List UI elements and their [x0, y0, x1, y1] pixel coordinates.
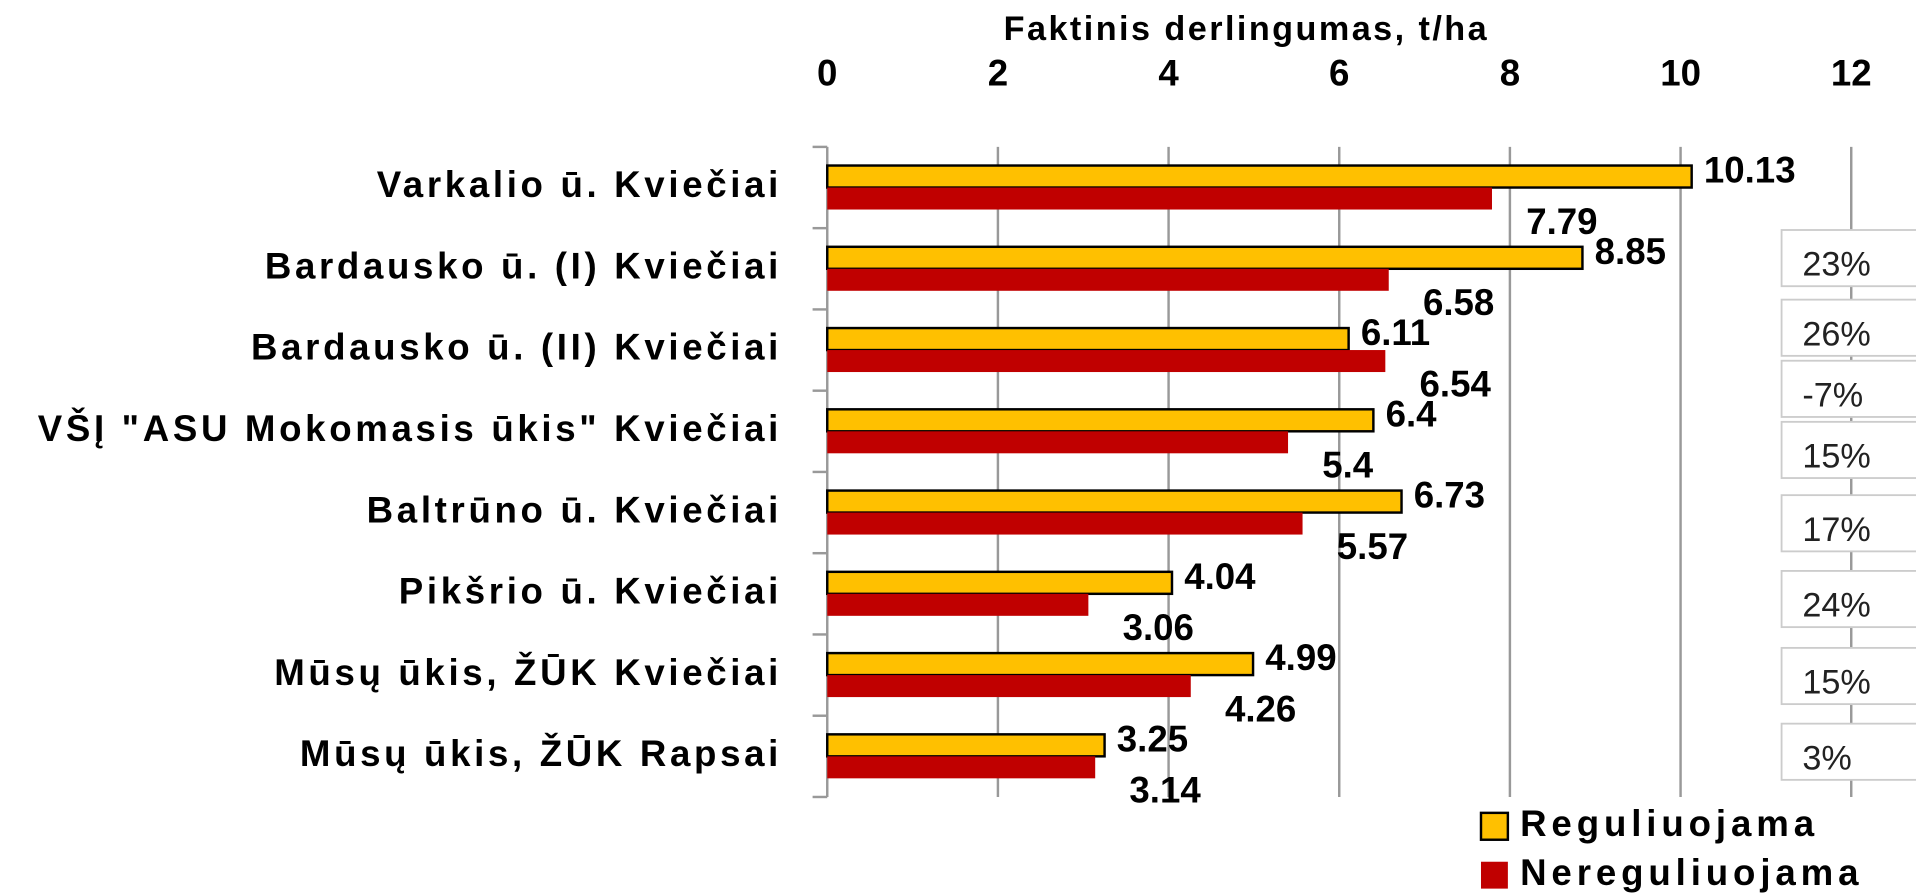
legend-label: Nereguliuojama [1520, 852, 1863, 893]
value-label: 6.54 [1420, 363, 1492, 404]
annotation: 24% [1802, 587, 1870, 625]
legend-swatch [1480, 861, 1508, 889]
annotation-box [1780, 722, 1916, 781]
annotation-box [1780, 420, 1916, 479]
y-tick-label: Mūsų ūkis, ŽŪK Rapsai [300, 732, 782, 774]
bar [826, 245, 1584, 271]
annotation-box [1780, 646, 1916, 706]
y-tick-label: Mūsų ūkis, ŽŪK Kviečiai [274, 651, 782, 693]
x-tick-label: 0 [817, 53, 837, 94]
annotation-box [1780, 298, 1916, 357]
bar [826, 164, 1693, 189]
value-label: 6.58 [1423, 282, 1494, 323]
y-tick-label: Bardausko ū. (I) Kviečiai [265, 245, 782, 286]
bar [826, 489, 1403, 514]
bar [827, 756, 1096, 779]
value-label: 4.99 [1265, 637, 1336, 678]
value-label: 7.79 [1526, 201, 1597, 242]
annotation: 15% [1802, 438, 1870, 476]
bar [827, 268, 1389, 291]
bar [827, 675, 1191, 698]
value-label: 6.11 [1361, 312, 1430, 353]
bar [827, 350, 1386, 373]
annotation: -7% [1802, 376, 1863, 414]
annotation: 15% [1802, 664, 1870, 702]
legend-label: Reguliuojama [1520, 803, 1819, 844]
y-tick-label: VŠĮ "ASU Mokomasis ūkis" Kviečiai [38, 407, 782, 449]
bar [826, 326, 1350, 352]
value-label: 3.14 [1129, 770, 1201, 811]
y-tick-label: Pikšrio ū. Kviečiai [399, 571, 782, 612]
y-tick-label: Varkalio ū. Kviečiai [377, 164, 782, 205]
chart-title: Faktinis derlingumas, t/ha [1004, 10, 1489, 48]
x-tick-label: 12 [1831, 53, 1872, 94]
bar [827, 187, 1492, 210]
value-label: 3.06 [1123, 607, 1194, 648]
annotation: 3% [1802, 739, 1851, 777]
x-tick-label: 2 [988, 53, 1008, 94]
y-tick-label: Baltrūno ū. Kviečiai [367, 489, 782, 530]
bar [826, 570, 1174, 596]
value-label: 5.57 [1337, 526, 1408, 567]
annotation: 26% [1802, 315, 1870, 353]
annotation-box [1780, 494, 1916, 553]
annotation: 17% [1802, 511, 1870, 549]
x-tick-label: 8 [1500, 53, 1520, 94]
value-label: 5.4 [1322, 445, 1374, 486]
value-label: 6.4 [1386, 393, 1438, 434]
x-tick-label: 6 [1329, 53, 1349, 94]
value-label: 6.73 [1414, 475, 1485, 516]
annotation: 23% [1802, 246, 1870, 284]
y-tick-label: Bardausko ū. (II) Kviečiai [251, 327, 782, 368]
bar [827, 431, 1289, 454]
legend-swatch [1479, 811, 1510, 841]
annotation-box [1780, 569, 1916, 629]
x-tick-label: 10 [1660, 53, 1701, 94]
bar [826, 408, 1375, 433]
value-label: 3.25 [1117, 718, 1188, 759]
value-label: 8.85 [1595, 231, 1666, 272]
annotation-box [1780, 229, 1916, 288]
bar [826, 733, 1106, 758]
bar [827, 512, 1303, 535]
annotation-box [1780, 359, 1916, 418]
value-label: 4.26 [1225, 688, 1296, 729]
value-label: 4.04 [1184, 556, 1256, 597]
x-tick-label: 4 [1158, 53, 1179, 94]
bar [826, 651, 1255, 677]
value-label: 10.13 [1704, 150, 1796, 191]
bar [827, 593, 1089, 616]
